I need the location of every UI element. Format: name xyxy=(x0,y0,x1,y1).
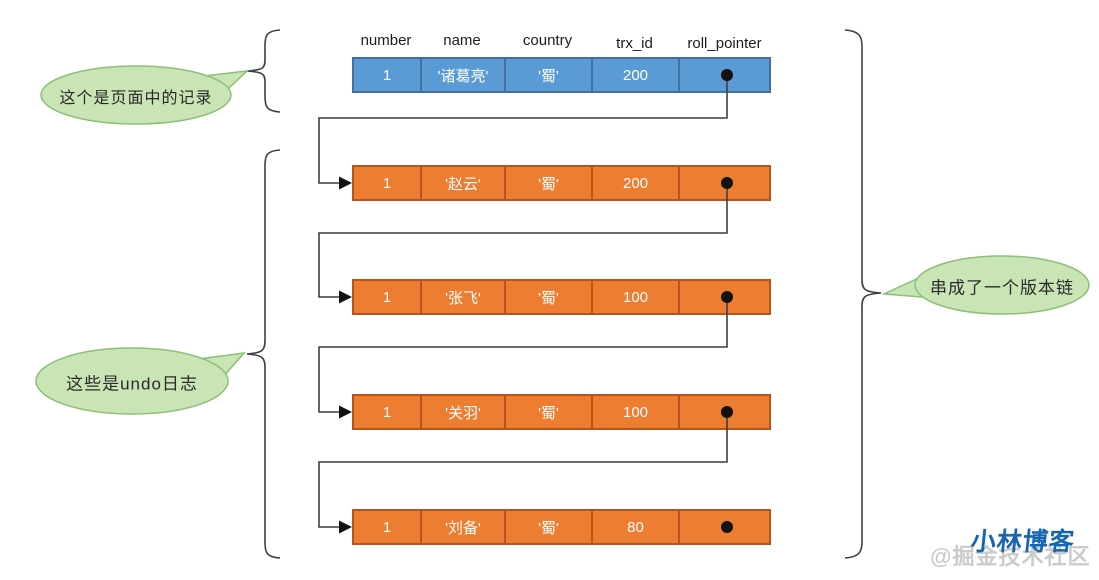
brace-version-chain xyxy=(844,29,882,559)
header-country: country xyxy=(522,32,573,49)
cell-name: '刘备' xyxy=(422,511,506,543)
watermark-community: @掘金技术社区 xyxy=(930,544,1091,569)
cell-roll-pointer xyxy=(680,167,769,199)
cell-country: '蜀' xyxy=(506,167,593,199)
cell-number: 1 xyxy=(354,281,422,313)
brace-page-record xyxy=(246,29,281,113)
arrowhead xyxy=(339,290,352,304)
cell-trx-id: 80 xyxy=(593,511,680,543)
callout-version-chain-label: 串成了一个版本链 xyxy=(930,278,1074,298)
cell-country: '蜀' xyxy=(506,281,593,313)
cell-country: '蜀' xyxy=(506,59,593,91)
brace-undo-logs xyxy=(246,149,281,559)
callout-undo-logs-label: 这些是undo日志 xyxy=(66,374,198,394)
cell-trx-id: 100 xyxy=(593,281,680,313)
header-number: number xyxy=(360,32,412,49)
arrowhead xyxy=(339,520,352,534)
cell-number: 1 xyxy=(354,511,422,543)
column-headers: number name country trx_id roll_pointer xyxy=(352,24,771,52)
undo-log-row: 1 '刘备' '蜀' 80 xyxy=(352,509,771,545)
header-trx-id: trx_id xyxy=(616,35,653,52)
cell-number: 1 xyxy=(354,396,422,428)
cell-roll-pointer xyxy=(680,511,769,543)
cell-trx-id: 200 xyxy=(593,167,680,199)
header-name: name xyxy=(443,32,481,49)
cell-roll-pointer xyxy=(680,59,769,91)
arrowhead xyxy=(339,405,352,419)
undo-log-row: 1 '张飞' '蜀' 100 xyxy=(352,279,771,315)
page-record-row: 1 '诸葛亮' '蜀' 200 xyxy=(352,57,771,93)
cell-name: '张飞' xyxy=(422,281,506,313)
cell-name: '诸葛亮' xyxy=(422,59,506,91)
undo-log-row: 1 '赵云' '蜀' 200 xyxy=(352,165,771,201)
arrowhead xyxy=(339,176,352,190)
cell-country: '蜀' xyxy=(506,511,593,543)
callout-page-record-label: 这个是页面中的记录 xyxy=(59,90,213,107)
watermark-blog-name: 小林博客 xyxy=(969,528,1077,556)
cell-country: '蜀' xyxy=(506,396,593,428)
cell-number: 1 xyxy=(354,59,422,91)
undo-log-row: 1 '关羽' '蜀' 100 xyxy=(352,394,771,430)
cell-name: '关羽' xyxy=(422,396,506,428)
cell-roll-pointer xyxy=(680,281,769,313)
cell-trx-id: 200 xyxy=(593,59,680,91)
cell-trx-id: 100 xyxy=(593,396,680,428)
cell-number: 1 xyxy=(354,167,422,199)
header-roll-pointer: roll_pointer xyxy=(687,35,762,52)
cell-name: '赵云' xyxy=(422,167,506,199)
cell-roll-pointer xyxy=(680,396,769,428)
